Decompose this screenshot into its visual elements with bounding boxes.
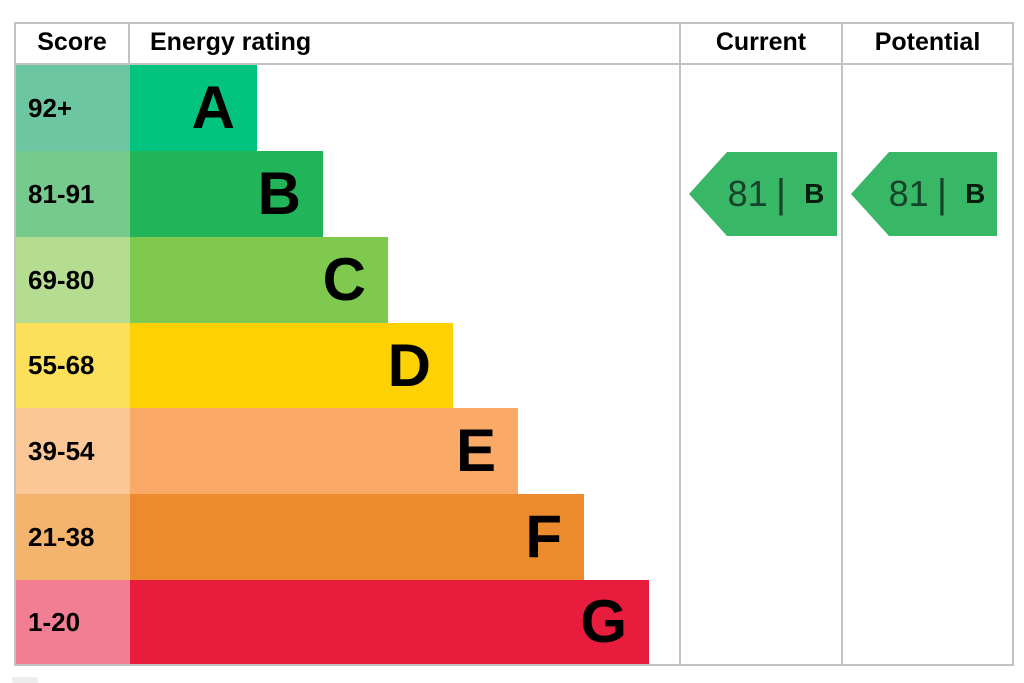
- score-range-cell-f: 21-38: [16, 494, 130, 580]
- score-range-cell-g: 1-20: [16, 580, 130, 664]
- potential-rating-badge: 81 | B: [851, 152, 997, 236]
- rating-letter-a: A: [191, 74, 235, 141]
- rating-bar-e: E: [130, 408, 518, 494]
- score-range-cell-d: 55-68: [16, 323, 130, 408]
- rating-letter-e: E: [455, 417, 496, 484]
- rating-letter-d: D: [387, 331, 431, 399]
- rating-bar-g: G: [130, 580, 649, 664]
- potential-rating-letter: B: [965, 178, 986, 209]
- table-border-bottom: [14, 664, 1014, 666]
- energy-rating-column-header: Energy rating: [150, 28, 312, 56]
- rating-letter-f: F: [525, 503, 562, 570]
- rating-bar-b: B: [130, 151, 323, 237]
- score-column-divider: [128, 22, 130, 65]
- current-rating-badge: 81 | B: [689, 152, 837, 236]
- current-rating-letter: B: [804, 178, 825, 209]
- potential-column-header: Potential: [874, 28, 981, 56]
- table-border-left: [14, 22, 16, 666]
- rating-letter-c: C: [322, 246, 366, 313]
- score-range-cell-a: 92+: [16, 65, 130, 151]
- current-separator: |: [775, 172, 787, 216]
- rating-letter-b: B: [257, 160, 301, 227]
- score-range-cell-b: 81-91: [16, 151, 130, 237]
- potential-separator: |: [936, 172, 948, 216]
- current-column-divider: [679, 22, 681, 666]
- potential-column-divider: [841, 22, 843, 666]
- current-column-header: Current: [715, 28, 807, 56]
- rating-bar-c: C: [130, 237, 388, 323]
- score-column-header: Score: [37, 28, 107, 56]
- table-border-right: [1012, 22, 1014, 666]
- score-range-cell-c: 69-80: [16, 237, 130, 323]
- current-score-value: 81: [727, 173, 768, 214]
- score-range-cell-e: 39-54: [16, 408, 130, 494]
- header-divider-line: [14, 63, 1014, 65]
- cropped-text-fragment: [12, 677, 38, 683]
- rating-letter-g: G: [580, 588, 627, 655]
- table-border-top: [14, 22, 1014, 24]
- rating-bar-a: A: [130, 65, 257, 151]
- rating-bar-d: D: [130, 323, 453, 408]
- rating-bar-f: F: [130, 494, 584, 580]
- potential-score-value: 81: [888, 173, 929, 214]
